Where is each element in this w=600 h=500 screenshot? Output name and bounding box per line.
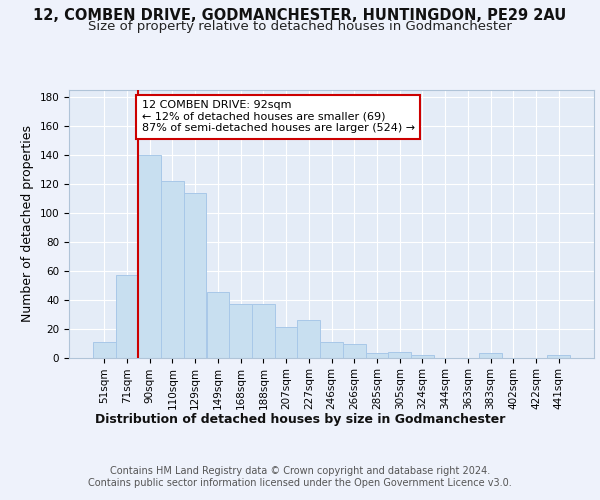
Bar: [229, 304, 252, 358]
Bar: [161, 181, 184, 358]
Bar: [206, 292, 229, 358]
Text: Contains public sector information licensed under the Open Government Licence v3: Contains public sector information licen…: [88, 478, 512, 488]
Bar: [547, 354, 570, 358]
Bar: [184, 192, 206, 358]
Text: Distribution of detached houses by size in Godmanchester: Distribution of detached houses by size …: [95, 412, 505, 426]
Bar: [388, 352, 411, 358]
Bar: [93, 342, 116, 357]
Bar: [320, 342, 343, 357]
Bar: [343, 344, 365, 358]
Bar: [252, 304, 275, 358]
Bar: [411, 354, 434, 358]
Bar: [116, 275, 139, 357]
Bar: [298, 320, 320, 358]
Text: Size of property relative to detached houses in Godmanchester: Size of property relative to detached ho…: [88, 20, 512, 33]
Text: 12, COMBEN DRIVE, GODMANCHESTER, HUNTINGDON, PE29 2AU: 12, COMBEN DRIVE, GODMANCHESTER, HUNTING…: [34, 8, 566, 22]
Bar: [139, 155, 161, 358]
Bar: [275, 327, 298, 358]
Bar: [365, 353, 388, 358]
Bar: [479, 353, 502, 358]
Text: Contains HM Land Registry data © Crown copyright and database right 2024.: Contains HM Land Registry data © Crown c…: [110, 466, 490, 476]
Text: 12 COMBEN DRIVE: 92sqm
← 12% of detached houses are smaller (69)
87% of semi-det: 12 COMBEN DRIVE: 92sqm ← 12% of detached…: [142, 100, 415, 134]
Y-axis label: Number of detached properties: Number of detached properties: [21, 125, 34, 322]
